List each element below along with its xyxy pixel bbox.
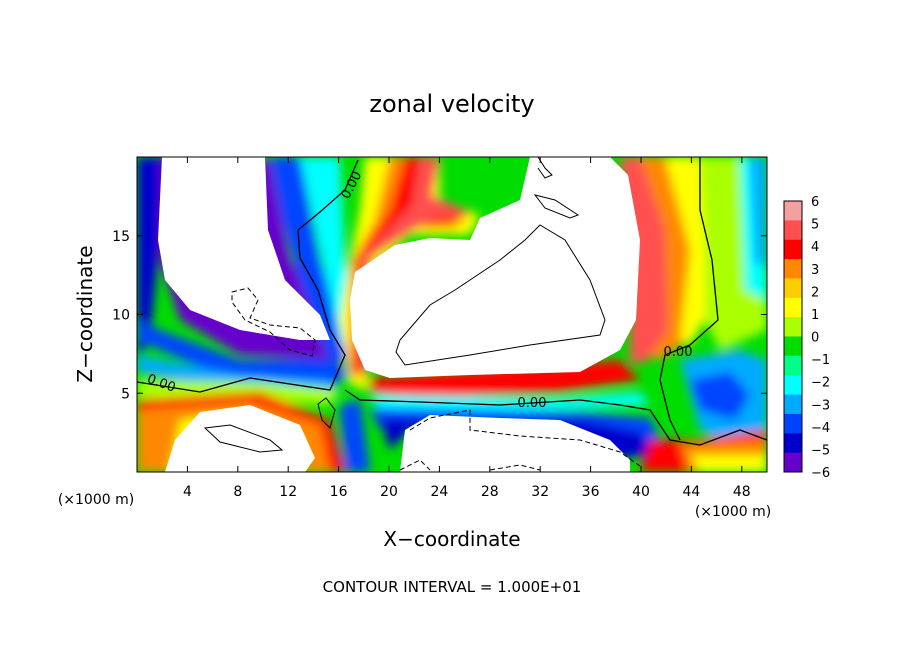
y-tick-label: 15 — [112, 229, 130, 245]
y-tick-label: 5 — [121, 386, 130, 402]
x-unit-right: (×1000 m) — [695, 504, 771, 520]
colorbar: 6 5 4 3 2 1 0 −1 −2 −3 −4 −5 −6 — [783, 195, 830, 481]
colorbar-tick-label: 1 — [811, 308, 819, 323]
colorbar-tick-label: −4 — [811, 421, 830, 436]
colorbar-tick-label: 2 — [811, 285, 819, 300]
colorbar-tick-label: −1 — [811, 353, 830, 368]
colorbar-tick-label: −3 — [811, 398, 830, 413]
colorbar-swatch — [784, 375, 802, 396]
x-tick-label: 48 — [733, 484, 751, 500]
x-axis-label: X−coordinate — [383, 527, 520, 551]
colorbar-swatch — [784, 278, 802, 299]
colorbar-swatch — [784, 394, 802, 415]
velocity-field: 0.00 0.00 0.00 0.00 — [137, 157, 767, 472]
x-axis: 4 8 12 16 20 24 28 32 36 40 44 48 — [183, 157, 751, 500]
colorbar-tick-label: 5 — [811, 218, 819, 233]
colorbar-swatch — [784, 297, 802, 318]
x-tick-label: 44 — [682, 484, 700, 500]
x-tick-label: 16 — [330, 484, 348, 500]
x-tick-label: 12 — [279, 484, 297, 500]
colorbar-tick-label: −5 — [811, 443, 830, 458]
x-tick-label: 28 — [481, 484, 499, 500]
chart-title: zonal velocity — [369, 90, 534, 118]
contour-interval-note: CONTOUR INTERVAL = 1.000E+01 — [323, 578, 582, 596]
white-region — [165, 405, 315, 472]
white-region — [400, 415, 630, 472]
y-axis-label: Z−coordinate — [73, 245, 97, 382]
colorbar-swatch — [784, 259, 802, 279]
white-region — [158, 157, 330, 340]
colorbar-swatch — [784, 201, 802, 221]
x-tick-label: 24 — [430, 484, 448, 500]
colorbar-tick-label: 6 — [811, 195, 819, 210]
y-tick-label: 10 — [112, 308, 130, 324]
colorbar-swatch — [784, 413, 802, 434]
x-unit-left: (×1000 m) — [58, 492, 134, 508]
colorbar-swatch — [784, 239, 802, 260]
x-tick-label: 4 — [183, 484, 192, 500]
x-tick-label: 40 — [632, 484, 650, 500]
colorbar-swatch — [784, 317, 802, 337]
colorbar-swatch — [784, 452, 802, 473]
colorbar-tick-label: −6 — [811, 466, 830, 481]
white-region — [350, 157, 640, 378]
colorbar-swatch — [784, 433, 802, 454]
contour-label: 0.00 — [518, 396, 547, 411]
colorbar-swatch — [784, 355, 802, 376]
colorbar-tick-label: −2 — [811, 376, 830, 391]
x-tick-label: 36 — [582, 484, 600, 500]
colorbar-swatch — [784, 336, 802, 357]
colorbar-tick-label: 3 — [811, 263, 819, 278]
x-tick-label: 20 — [380, 484, 398, 500]
colorbar-swatch — [784, 220, 802, 241]
contour-label: 0.00 — [664, 345, 693, 360]
x-tick-label: 32 — [531, 484, 549, 500]
y-axis: 5 10 15 — [112, 229, 767, 402]
plot-area: 0.00 0.00 0.00 0.00 4 8 12 16 20 24 28 32 36 40 44… — [112, 156, 768, 500]
x-tick-label: 8 — [233, 484, 242, 500]
colorbar-tick-label: 0 — [811, 331, 819, 346]
colorbar-tick-label: 4 — [811, 240, 819, 255]
colorbar-frame — [783, 200, 803, 473]
